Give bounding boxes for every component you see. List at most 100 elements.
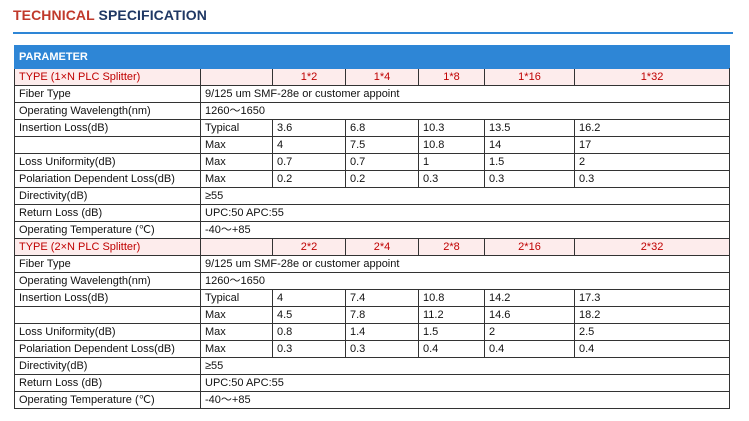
value-cell: 14.6: [484, 306, 575, 324]
table-header: PARAMETER: [13, 45, 731, 69]
row-label: Polariation Dependent Loss(dB): [14, 170, 201, 188]
type-label: TYPE (1×N PLC Splitter): [14, 68, 201, 86]
value-cell: 0.2: [345, 170, 419, 188]
row-label: Loss Uniformity(dB): [14, 153, 201, 171]
ratio-cell: 1*16: [484, 68, 575, 86]
ratio-cell: 2*16: [484, 238, 575, 256]
value-cell: 2: [573, 153, 731, 171]
value-cell: 7.8: [345, 306, 419, 324]
row-sublabel: Max: [200, 170, 273, 188]
value-cell: 2.5: [573, 323, 731, 341]
value-cell: 1.4: [345, 323, 419, 341]
table-row: Operating Temperature (℃) -40～+85: [14, 391, 731, 409]
value-cell: 4: [272, 289, 346, 307]
value-cell: 7.5: [345, 136, 419, 154]
row-label: Insertion Loss(dB): [14, 289, 201, 307]
row-value: 9/125 um SMF-28e or customer appoint: [199, 255, 731, 273]
ratio-cell: 1*4: [345, 68, 419, 86]
row-label: Directivity(dB): [14, 187, 201, 205]
row-label: Operating Temperature (℃): [14, 391, 201, 409]
ratio-cell: 1*32: [573, 68, 731, 86]
title-part1: TECHNICAL: [13, 7, 95, 23]
row-label: Operating Wavelength(nm): [14, 102, 201, 120]
row-label: Loss Uniformity(dB): [14, 323, 201, 341]
ratio-cell: 1*2: [272, 68, 346, 86]
value-cell: 4.5: [272, 306, 346, 324]
ratio-cell: 2*8: [418, 238, 485, 256]
row-sublabel: Typical: [200, 289, 273, 307]
table-row: Polariation Dependent Loss(dB) Max 0.2 0.2 0…: [14, 170, 731, 188]
row-label: Polariation Dependent Loss(dB): [14, 340, 201, 358]
value-cell: 17: [573, 136, 731, 154]
ratio-cell: 1*8: [418, 68, 485, 86]
ratio-cell: 2*4: [345, 238, 419, 256]
row-label: Operating Temperature (℃): [14, 221, 201, 239]
table-header-row: PARAMETER: [13, 45, 731, 69]
value-cell: 2: [484, 323, 575, 341]
table-row: Insertion Loss(dB) Typical 3.6 6.8 10.3 13.5 1…: [14, 119, 731, 137]
value-cell: 10.8: [418, 136, 485, 154]
empty-cell: [14, 306, 201, 324]
row-value: -40～+85: [199, 391, 731, 409]
type-row: TYPE (2×N PLC Splitter) 2*2 2*4 2*8 2*16 2*32…: [14, 238, 731, 256]
value-cell: 17.3: [573, 289, 731, 307]
value-cell: 1: [418, 153, 485, 171]
value-cell: 1.5: [418, 323, 485, 341]
empty-cell: [200, 238, 273, 256]
value-cell: 6.8: [345, 119, 419, 137]
value-cell: 0.3: [573, 170, 731, 188]
table-row: Insertion Loss(dB) Typical 4 7.4 10.8 14.2 17.…: [14, 289, 731, 307]
row-sublabel: Max: [200, 306, 273, 324]
value-cell: 7.4: [345, 289, 419, 307]
table-row: Fiber Type 9/125 um SMF-28e or customer a…: [14, 255, 731, 273]
table-row: Operating Wavelength(nm) 1260～1650: [14, 102, 731, 120]
table-row: Return Loss (dB) UPC:50 APC:55: [14, 204, 731, 222]
row-label: Operating Wavelength(nm): [14, 272, 201, 290]
row-sublabel: Max: [200, 323, 273, 341]
row-value: UPC:50 APC:55: [199, 374, 731, 392]
table-row: Fiber Type 9/125 um SMF-28e or customer a…: [14, 85, 731, 103]
value-cell: 14.2: [484, 289, 575, 307]
value-cell: 0.3: [418, 170, 485, 188]
row-value: 1260～1650: [199, 102, 731, 120]
type-label: TYPE (2×N PLC Splitter): [14, 238, 201, 256]
page-title: TECHNICAL SPECIFICATION: [13, 7, 207, 23]
value-cell: 4: [272, 136, 346, 154]
row-sublabel: Max: [200, 340, 273, 358]
spec-table: PARAMETER TYPE (1×N PLC Splitter) 1*2 1*4 1…: [13, 45, 731, 409]
value-cell: 10.3: [418, 119, 485, 137]
value-cell: 10.8: [418, 289, 485, 307]
row-value: 9/125 um SMF-28e or customer appoint: [199, 85, 731, 103]
value-cell: 0.3: [484, 170, 575, 188]
row-sublabel: Max: [200, 153, 273, 171]
row-label: Fiber Type: [14, 255, 201, 273]
row-label: Directivity(dB): [14, 357, 201, 375]
empty-cell: [14, 136, 201, 154]
value-cell: 0.2: [272, 170, 346, 188]
row-label: Fiber Type: [14, 85, 201, 103]
value-cell: 0.7: [345, 153, 419, 171]
table-row: Directivity(dB) ≥55: [14, 187, 731, 205]
row-sublabel: Max: [200, 136, 273, 154]
table-row: Polariation Dependent Loss(dB) Max 0.3 0.3 0…: [14, 340, 731, 358]
row-value: UPC:50 APC:55: [199, 204, 731, 222]
value-cell: 0.7: [272, 153, 346, 171]
row-label: Insertion Loss(dB): [14, 119, 201, 137]
ratio-cell: 2*2: [272, 238, 346, 256]
value-cell: 11.2: [418, 306, 485, 324]
row-value: ≥55: [199, 357, 731, 375]
row-value: ≥55: [199, 187, 731, 205]
row-label: Return Loss (dB): [14, 374, 201, 392]
value-cell: 0.4: [484, 340, 575, 358]
row-label: Return Loss (dB): [14, 204, 201, 222]
value-cell: 3.6: [272, 119, 346, 137]
type-row: TYPE (1×N PLC Splitter) 1*2 1*4 1*8 1*16 1*32…: [14, 68, 731, 86]
value-cell: 0.8: [272, 323, 346, 341]
row-value: -40～+85: [199, 221, 731, 239]
value-cell: 1.5: [484, 153, 575, 171]
title-underline: [13, 32, 733, 34]
table-row: Return Loss (dB) UPC:50 APC:55: [14, 374, 731, 392]
